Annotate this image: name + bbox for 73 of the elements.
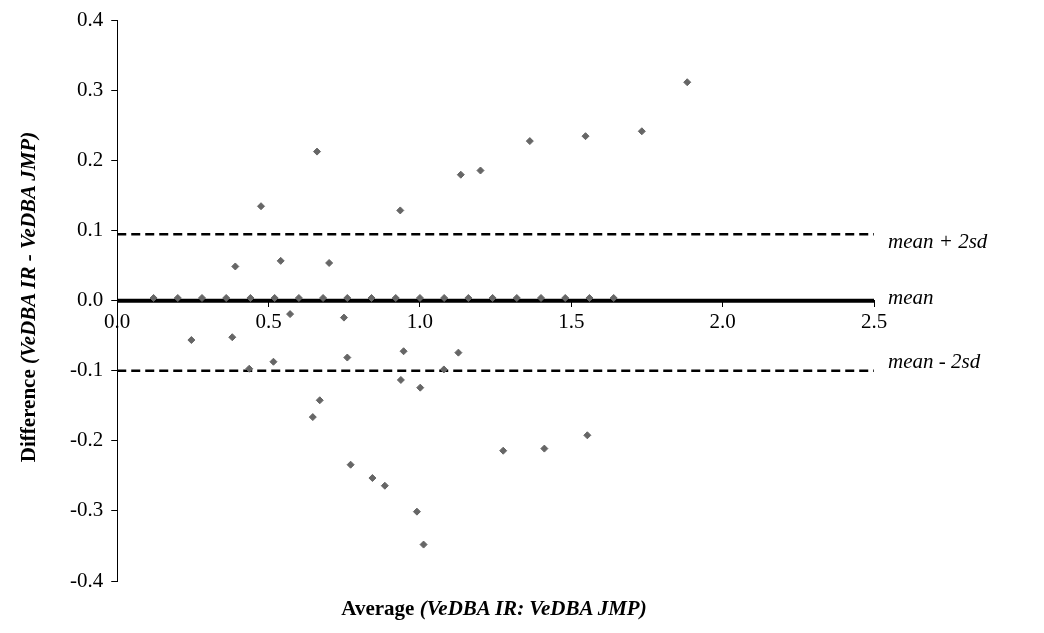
y-axis-title: Difference (VeDBA IR - VeDBA JMP) [15, 131, 41, 463]
point [391, 294, 400, 302]
point [149, 294, 158, 302]
point [609, 294, 618, 302]
point [222, 294, 231, 302]
point [346, 460, 355, 469]
point [540, 444, 549, 453]
point [412, 507, 421, 516]
point [512, 294, 521, 302]
point [198, 294, 206, 302]
point [380, 481, 389, 490]
x-tick-label: 1.5 [558, 308, 585, 333]
point [396, 206, 405, 215]
point [561, 294, 570, 302]
point [683, 78, 692, 87]
y-tick-label: -0.4 [69, 567, 104, 592]
point [246, 294, 255, 302]
point [456, 170, 465, 179]
y-tick-label: -0.3 [69, 497, 104, 522]
y-tick-label: 0.0 [76, 287, 104, 312]
point [499, 446, 508, 455]
point [343, 353, 352, 362]
point [313, 147, 322, 156]
point [454, 348, 463, 357]
point [319, 294, 328, 302]
x-tick-label: 0.5 [255, 308, 282, 333]
point [325, 258, 334, 267]
point [368, 474, 377, 483]
y-tick-label: 0.2 [76, 147, 104, 172]
point [269, 357, 278, 366]
point [228, 333, 237, 342]
y-tick-label: 0.1 [76, 217, 104, 242]
point [367, 294, 376, 302]
y-tick-label: 0.4 [76, 7, 104, 32]
x-tick-label: 2.5 [860, 308, 888, 333]
point [416, 383, 425, 392]
point [525, 137, 534, 146]
x-tick-label: 2.0 [709, 308, 736, 333]
point [537, 294, 546, 302]
point [187, 336, 196, 345]
point [257, 202, 266, 211]
point [399, 347, 408, 356]
x-axis-title: Average (VeDBA IR: VeDBA JMP) [341, 595, 647, 621]
point [286, 310, 295, 319]
point [464, 294, 473, 302]
x-tick-label: 1.0 [406, 308, 434, 333]
point [585, 294, 594, 302]
point [439, 365, 448, 374]
point [581, 132, 590, 141]
point [583, 431, 592, 440]
point [637, 127, 646, 136]
point [173, 294, 182, 302]
point [245, 364, 254, 373]
point [396, 375, 405, 384]
point [315, 396, 324, 405]
point [276, 256, 285, 265]
point [440, 294, 449, 302]
point [339, 313, 348, 322]
point [270, 294, 279, 302]
ref-line-label: mean - 2sd [888, 349, 981, 374]
ref-line-label: mean + 2sd [888, 228, 988, 253]
y-tick-label: -0.2 [69, 427, 104, 452]
y-tick-label: -0.1 [69, 357, 104, 382]
point [476, 166, 485, 175]
point [415, 294, 424, 302]
point [294, 294, 303, 302]
point [308, 413, 317, 422]
point [343, 294, 352, 302]
point [419, 540, 428, 549]
ref-line-label: mean [888, 285, 934, 310]
y-tick-label: 0.3 [76, 77, 104, 102]
point [488, 294, 497, 302]
point [231, 262, 240, 271]
